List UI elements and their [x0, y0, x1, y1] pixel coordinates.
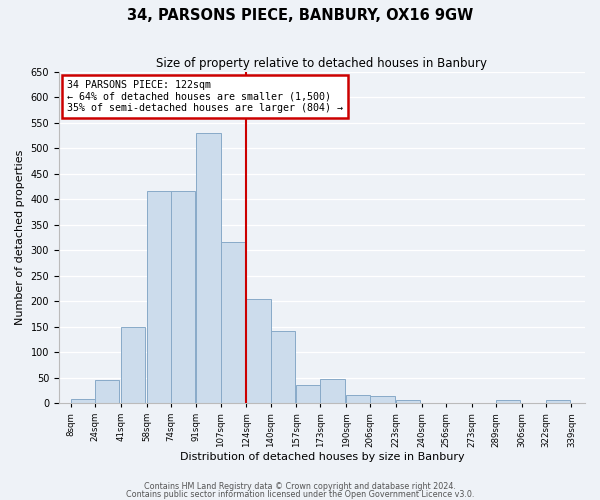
Bar [545, 400, 570, 403]
Bar [121, 326, 145, 403]
Bar [95, 380, 119, 403]
Bar [71, 399, 95, 403]
Bar [521, 402, 545, 403]
Bar [271, 330, 295, 403]
Bar [146, 192, 171, 403]
Text: Contains HM Land Registry data © Crown copyright and database right 2024.: Contains HM Land Registry data © Crown c… [144, 482, 456, 491]
Bar [422, 402, 446, 403]
Y-axis label: Number of detached properties: Number of detached properties [15, 150, 25, 325]
Bar [346, 396, 370, 403]
Bar [247, 298, 271, 403]
Bar [221, 242, 245, 403]
Bar [496, 400, 520, 403]
Text: Contains public sector information licensed under the Open Government Licence v3: Contains public sector information licen… [126, 490, 474, 499]
Bar [296, 385, 320, 403]
Bar [320, 378, 344, 403]
Text: 34, PARSONS PIECE, BANBURY, OX16 9GW: 34, PARSONS PIECE, BANBURY, OX16 9GW [127, 8, 473, 22]
Bar [196, 133, 221, 403]
Title: Size of property relative to detached houses in Banbury: Size of property relative to detached ho… [157, 58, 487, 70]
X-axis label: Distribution of detached houses by size in Banbury: Distribution of detached houses by size … [179, 452, 464, 462]
Text: 34 PARSONS PIECE: 122sqm
← 64% of detached houses are smaller (1,500)
35% of sem: 34 PARSONS PIECE: 122sqm ← 64% of detach… [67, 80, 343, 113]
Bar [396, 400, 420, 403]
Bar [171, 192, 195, 403]
Bar [370, 396, 395, 403]
